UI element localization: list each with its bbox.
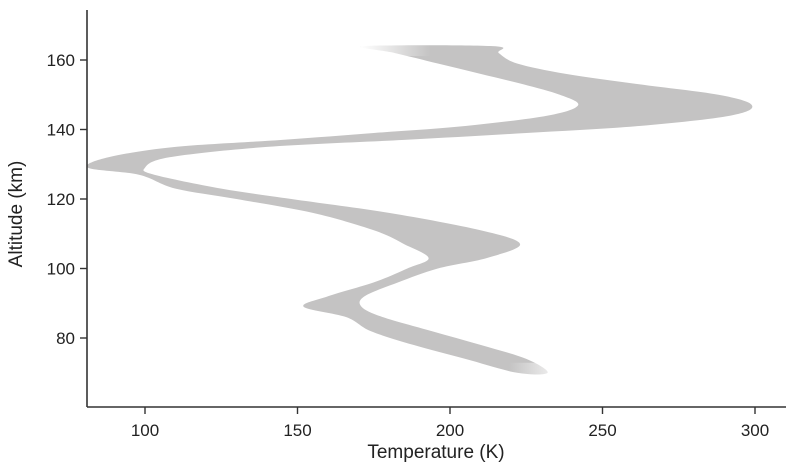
y-tick-label: 140 bbox=[47, 121, 75, 140]
x-axis-title: Temperature (K) bbox=[367, 442, 504, 463]
y-tick-label: 160 bbox=[47, 51, 75, 70]
x-tick-label: 300 bbox=[741, 421, 769, 440]
y-tick-label: 80 bbox=[56, 329, 75, 348]
band-fade-layer bbox=[360, 40, 570, 385]
x-tick-label: 100 bbox=[131, 421, 159, 440]
y-tick-label: 100 bbox=[47, 260, 75, 279]
temperature-range-band bbox=[86, 45, 753, 375]
temperature-band-layer bbox=[86, 45, 753, 375]
y-axis-ticks: 80 100 120 140 160 bbox=[47, 51, 87, 348]
x-axis-ticks: 100 150 200 250 300 bbox=[131, 407, 769, 440]
band-top-fade bbox=[360, 40, 431, 57]
x-tick-label: 250 bbox=[588, 421, 616, 440]
y-axis-title: Altitude (km) bbox=[6, 161, 27, 268]
x-tick-label: 200 bbox=[436, 421, 464, 440]
y-tick-label: 120 bbox=[47, 190, 75, 209]
band-bottom-fade bbox=[509, 362, 570, 385]
x-tick-label: 150 bbox=[283, 421, 311, 440]
